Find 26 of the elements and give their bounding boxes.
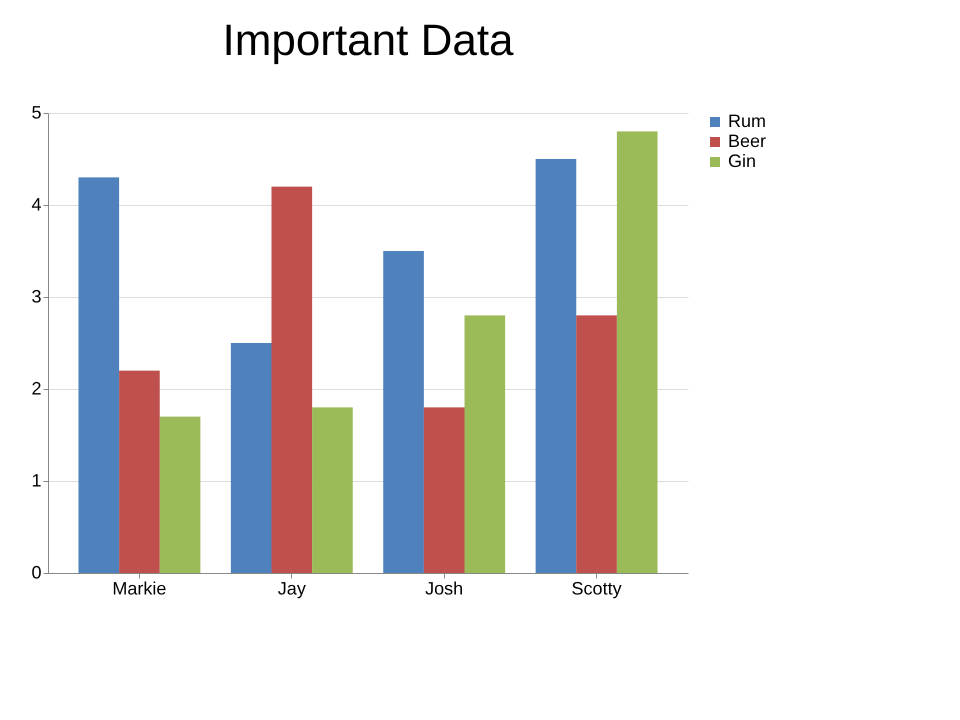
y-tick-label: 1 xyxy=(31,470,42,490)
bar xyxy=(230,343,272,573)
x-tick-label: Scotty xyxy=(572,578,622,598)
bar xyxy=(424,407,465,573)
x-tick-label: Markie xyxy=(112,578,166,598)
bar xyxy=(160,416,200,573)
y-tick-label: 3 xyxy=(31,286,42,306)
x-tick-label: Jay xyxy=(278,578,306,598)
bar xyxy=(312,407,353,573)
y-tick-label: 0 xyxy=(31,562,42,582)
bar xyxy=(271,186,312,573)
y-tick-label: 2 xyxy=(31,378,42,398)
bar xyxy=(536,159,576,573)
bar xyxy=(78,177,120,573)
y-tick-label: 4 xyxy=(31,194,42,214)
bar xyxy=(383,251,424,573)
bar xyxy=(464,315,506,573)
bar xyxy=(616,131,658,573)
bar xyxy=(119,370,160,573)
legend-label: Rum xyxy=(728,111,766,131)
x-tick-label: Josh xyxy=(425,578,464,598)
bar xyxy=(576,315,617,573)
y-tick-label: 5 xyxy=(31,102,42,122)
legend-label: Gin xyxy=(728,151,756,171)
chart-title: Important Data xyxy=(222,16,514,65)
legend-label: Beer xyxy=(728,131,766,151)
